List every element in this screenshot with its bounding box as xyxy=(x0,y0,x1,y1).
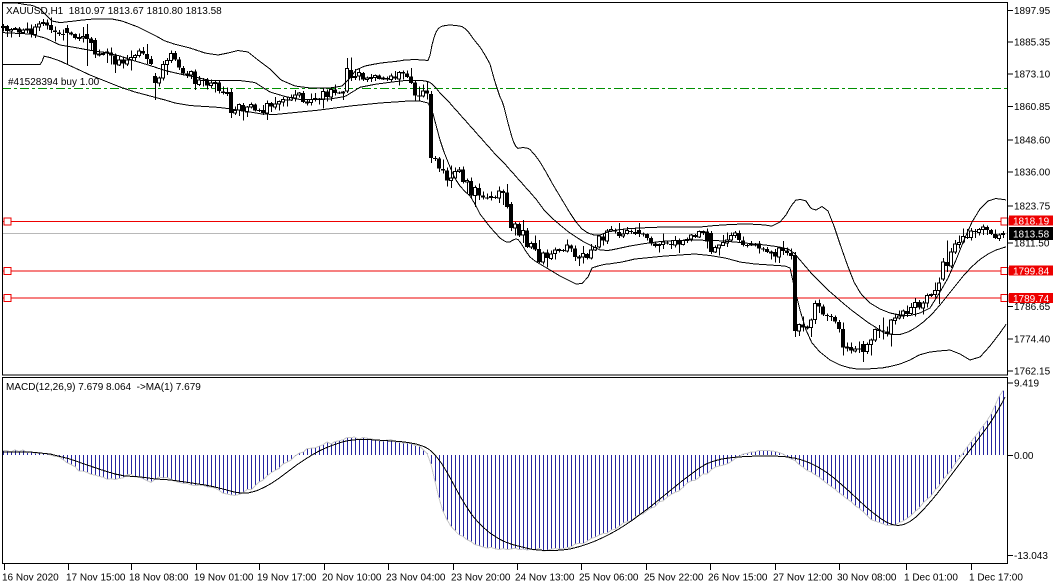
svg-text:1860.85: 1860.85 xyxy=(1014,102,1051,113)
svg-text:1 Dec 17:00: 1 Dec 17:00 xyxy=(969,573,1023,584)
svg-text:1 Dec 01:00: 1 Dec 01:00 xyxy=(904,573,958,584)
svg-text:XAUUSD,H1 1810.97 1813.67 181: XAUUSD,H1 1810.97 1813.67 1810.80 1813.5… xyxy=(6,6,222,17)
svg-text:1786.65: 1786.65 xyxy=(1014,302,1051,313)
svg-text:24 Nov 13:00: 24 Nov 13:00 xyxy=(515,573,575,584)
svg-text:27 Nov 12:00: 27 Nov 12:00 xyxy=(773,573,833,584)
svg-text:1799.84: 1799.84 xyxy=(1013,267,1050,278)
svg-text:#41528394 buy 1.00: #41528394 buy 1.00 xyxy=(8,77,100,88)
svg-text:17 Nov 15:00: 17 Nov 15:00 xyxy=(66,573,126,584)
svg-text:26 Nov 15:00: 26 Nov 15:00 xyxy=(708,573,768,584)
svg-text:1811.50: 1811.50 xyxy=(1014,238,1050,249)
svg-text:1873.10: 1873.10 xyxy=(1014,70,1051,81)
svg-text:1885.35: 1885.35 xyxy=(1014,37,1051,48)
svg-text:25 Nov 22:00: 25 Nov 22:00 xyxy=(644,573,704,584)
svg-text:9.419: 9.419 xyxy=(1014,379,1039,390)
svg-text:19 Nov 01:00: 19 Nov 01:00 xyxy=(194,573,254,584)
svg-text:30 Nov 08:00: 30 Nov 08:00 xyxy=(837,573,897,584)
svg-text:0.00: 0.00 xyxy=(1014,451,1034,462)
svg-text:-13.043: -13.043 xyxy=(1014,551,1048,562)
svg-text:1897.95: 1897.95 xyxy=(1014,6,1051,17)
svg-text:1762.15: 1762.15 xyxy=(1014,367,1051,378)
svg-text:1823.75: 1823.75 xyxy=(1014,202,1051,213)
svg-text:19 Nov 17:00: 19 Nov 17:00 xyxy=(257,573,317,584)
svg-text:23 Nov 04:00: 23 Nov 04:00 xyxy=(386,573,446,584)
svg-text:16 Nov 2020: 16 Nov 2020 xyxy=(2,573,59,584)
svg-text:25 Nov 06:00: 25 Nov 06:00 xyxy=(579,573,639,584)
svg-text:1818.19: 1818.19 xyxy=(1013,217,1050,228)
svg-text:23 Nov 20:00: 23 Nov 20:00 xyxy=(451,573,511,584)
svg-text:1774.40: 1774.40 xyxy=(1014,334,1051,345)
svg-text:1848.60: 1848.60 xyxy=(1014,135,1051,146)
svg-text:18 Nov 08:00: 18 Nov 08:00 xyxy=(129,573,189,584)
svg-text:1836.00: 1836.00 xyxy=(1014,168,1051,179)
svg-text:1813.58: 1813.58 xyxy=(1013,230,1050,241)
svg-text:20 Nov 10:00: 20 Nov 10:00 xyxy=(322,573,382,584)
svg-text:1789.74: 1789.74 xyxy=(1013,294,1050,305)
svg-text:MACD(12,26,9) 7.679 8.064 ->M: MACD(12,26,9) 7.679 8.064 ->MA(1) 7.679 xyxy=(6,382,201,393)
